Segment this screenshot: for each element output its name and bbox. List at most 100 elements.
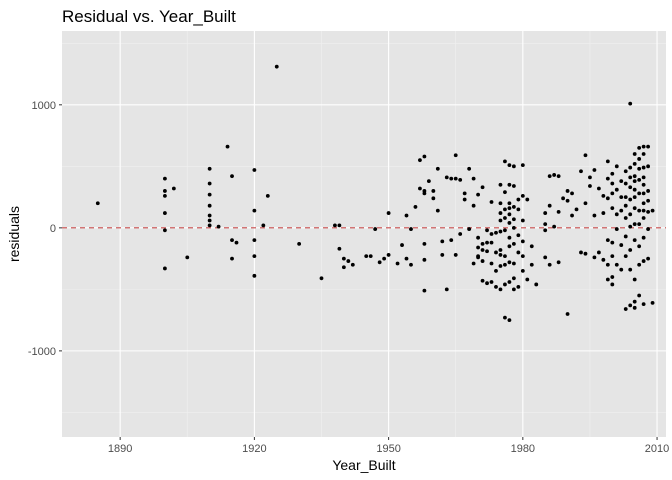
data-point xyxy=(234,240,239,245)
data-point xyxy=(628,175,633,180)
data-point xyxy=(382,256,387,261)
data-point xyxy=(489,232,494,236)
data-point xyxy=(163,189,167,193)
data-point xyxy=(498,248,503,252)
data-point xyxy=(637,208,642,213)
data-point xyxy=(641,144,646,149)
data-point xyxy=(547,174,552,179)
data-point xyxy=(646,209,651,214)
data-point xyxy=(480,259,485,263)
x-tick-label: 1980 xyxy=(511,443,535,455)
data-point xyxy=(520,254,525,259)
data-point xyxy=(628,212,633,217)
data-point xyxy=(511,205,516,209)
data-point xyxy=(252,254,257,259)
data-point xyxy=(507,201,512,206)
data-point xyxy=(628,185,633,190)
data-point xyxy=(498,211,503,215)
data-point xyxy=(623,234,628,239)
data-point xyxy=(641,182,646,187)
y-axis-ticks: -1000 0 1000 xyxy=(28,100,62,358)
data-point xyxy=(552,224,557,229)
data-point xyxy=(605,176,610,181)
data-point xyxy=(520,193,525,198)
data-point xyxy=(337,246,342,251)
data-point xyxy=(641,302,646,307)
data-point xyxy=(507,260,512,265)
data-point xyxy=(333,223,337,228)
data-point xyxy=(614,262,619,267)
data-point xyxy=(605,238,610,243)
data-point xyxy=(592,213,597,218)
data-point xyxy=(574,207,579,212)
data-point xyxy=(632,174,637,179)
data-point xyxy=(507,221,512,225)
data-point xyxy=(641,191,646,196)
data-point xyxy=(480,248,485,252)
data-point xyxy=(252,168,257,172)
data-point xyxy=(592,168,597,172)
data-point xyxy=(449,238,454,243)
data-point xyxy=(297,241,302,246)
data-point xyxy=(565,198,570,203)
data-point xyxy=(623,254,628,259)
data-point xyxy=(422,288,427,293)
data-point xyxy=(503,282,507,287)
major-gridlines xyxy=(62,31,666,437)
data-point xyxy=(485,281,489,286)
y-tick-label: 0 xyxy=(50,223,56,235)
data-point xyxy=(623,203,628,208)
data-point xyxy=(516,285,521,289)
data-point xyxy=(431,196,436,201)
data-point xyxy=(498,264,503,268)
data-point xyxy=(163,193,167,198)
data-point xyxy=(610,240,615,245)
data-point xyxy=(503,216,507,220)
data-point xyxy=(494,269,498,273)
data-point xyxy=(605,262,610,267)
data-point xyxy=(588,175,592,180)
data-point xyxy=(480,185,485,190)
data-point xyxy=(561,196,565,201)
data-point xyxy=(543,228,548,233)
data-point xyxy=(435,166,440,171)
data-point xyxy=(516,250,521,255)
data-point xyxy=(543,222,548,227)
data-point xyxy=(413,205,418,209)
data-point xyxy=(641,216,646,220)
minor-gridlines xyxy=(62,31,666,437)
data-point xyxy=(637,293,642,298)
data-point xyxy=(507,163,512,168)
data-point xyxy=(641,165,646,170)
data-point xyxy=(583,153,588,158)
data-point xyxy=(453,153,458,158)
data-point xyxy=(471,176,476,181)
data-point xyxy=(619,208,624,213)
data-point xyxy=(529,262,534,267)
data-point xyxy=(395,261,400,266)
data-point xyxy=(511,241,516,246)
data-point xyxy=(556,174,561,179)
data-point xyxy=(614,187,619,192)
data-point xyxy=(494,230,498,235)
data-point xyxy=(498,218,503,223)
data-point xyxy=(341,265,346,270)
data-point xyxy=(261,223,266,228)
data-point xyxy=(637,222,642,227)
x-tick-label: 1890 xyxy=(108,443,132,455)
data-point xyxy=(623,169,628,174)
data-point xyxy=(216,224,221,229)
data-point xyxy=(650,208,655,213)
x-axis-ticks: 1890 1920 1950 1980 2010 xyxy=(108,437,669,455)
x-axis-title: Year_Built xyxy=(332,457,395,473)
data-point xyxy=(579,169,583,174)
data-point xyxy=(503,207,507,212)
data-point xyxy=(596,250,601,255)
data-point xyxy=(462,197,467,202)
data-point xyxy=(252,208,257,213)
data-point xyxy=(601,257,606,262)
data-point xyxy=(646,227,651,231)
data-point xyxy=(511,225,516,230)
data-point xyxy=(252,238,257,243)
